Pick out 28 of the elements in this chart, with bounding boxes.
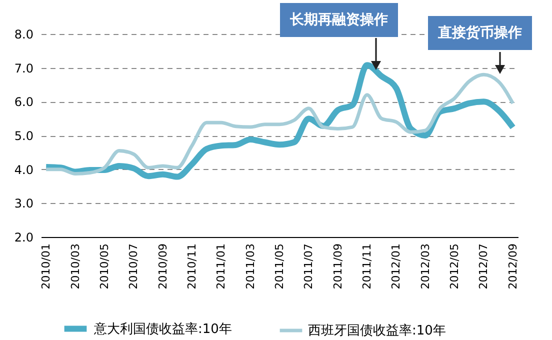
y-tick-label: 5.0 bbox=[14, 129, 34, 143]
x-tick-label: 2010/07 bbox=[127, 244, 140, 290]
x-tick-label: 2012/09 bbox=[506, 244, 520, 290]
x-tick-label: 2011/07 bbox=[302, 244, 316, 290]
x-tick-label: 2010/09 bbox=[156, 244, 170, 290]
legend-label: 意大利国债收益率:10年 bbox=[93, 320, 232, 337]
callout-box: 直接货币操作 bbox=[428, 16, 532, 50]
x-tick-label: 2010/05 bbox=[98, 244, 111, 290]
x-tick-label: 2010/01 bbox=[40, 244, 53, 290]
legend-label: 西班牙国债收益率:10年 bbox=[308, 322, 446, 338]
x-tick-label: 2010/03 bbox=[68, 244, 82, 290]
x-tick-label: 2011/01 bbox=[214, 244, 228, 290]
x-tick-label: 2011/05 bbox=[273, 244, 286, 290]
x-tick-label: 2012/05 bbox=[448, 244, 462, 290]
x-tick-label: 2010/11 bbox=[185, 244, 198, 290]
x-tick-label: 2011/09 bbox=[331, 244, 344, 290]
y-tick-label: 4.0 bbox=[14, 162, 34, 177]
x-tick-label: 2011/03 bbox=[244, 244, 257, 290]
callout-box: 长期再融资操作 bbox=[280, 3, 398, 37]
y-tick-label: 3.0 bbox=[14, 196, 34, 211]
x-tick-label: 2012/07 bbox=[477, 244, 490, 290]
x-tick-label: 2011/11 bbox=[360, 244, 374, 290]
y-tick-label: 6.0 bbox=[14, 95, 34, 110]
x-tick-label: 2012/01 bbox=[390, 244, 403, 290]
x-tick-label: 2012/03 bbox=[418, 244, 432, 290]
y-tick-label: 8.0 bbox=[14, 28, 34, 42]
y-tick-label: 2.0 bbox=[14, 230, 34, 244]
y-tick-label: 7.0 bbox=[14, 61, 34, 76]
